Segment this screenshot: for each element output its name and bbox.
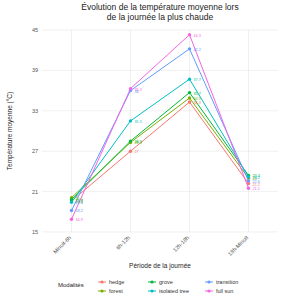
legend-key-point: [100, 289, 103, 292]
legend-label: isolated tree: [159, 288, 189, 294]
data-label: 18.2: [76, 209, 83, 213]
y-tick-label: 15: [32, 229, 38, 235]
plot-area: [70, 33, 250, 221]
x-tick-label: 12h-18h: [172, 234, 191, 253]
point: [247, 179, 250, 182]
x-tick-label: 18h-Minuit: [227, 234, 250, 257]
y-tick-label: 27: [32, 148, 38, 154]
series-line: [72, 35, 249, 220]
y-tick-label: 39: [32, 67, 38, 73]
point: [188, 96, 191, 99]
legend-label: forest: [109, 288, 123, 294]
x-axis-title: Période de la journée: [129, 262, 191, 270]
legend-label: grove: [159, 279, 173, 285]
y-tick-label: 33: [32, 108, 38, 114]
legend-label: full sun: [216, 288, 233, 294]
chart: Évolution de la température moyenne lors…: [0, 0, 290, 300]
legend-key-point: [100, 280, 103, 283]
series-line: [72, 98, 249, 198]
point: [188, 91, 191, 94]
data-label: 27: [135, 150, 139, 154]
grid-line-y: [42, 151, 278, 152]
legend-key-point: [207, 280, 210, 283]
data-label: 31.5: [135, 120, 142, 124]
data-label: 42.2: [194, 48, 201, 52]
grid-line-y: [42, 30, 278, 31]
point: [70, 201, 73, 204]
data-label: 35.7: [194, 92, 201, 96]
point: [188, 77, 191, 80]
data-label: 34.9: [194, 97, 201, 101]
point: [188, 33, 191, 36]
grid-line-x: [248, 30, 249, 232]
point: [188, 47, 191, 50]
series-line: [72, 79, 249, 202]
x-tick-label: 6h-12h: [115, 234, 131, 250]
point: [70, 209, 73, 212]
data-label: 19.4: [76, 201, 83, 205]
y-axis-title: Température moyenne (°C): [6, 92, 14, 170]
data-label: 16.9: [76, 218, 83, 222]
point: [129, 87, 132, 90]
point: [70, 218, 73, 221]
legend-key-point: [150, 289, 153, 292]
point: [188, 100, 191, 103]
title-line: de la journée la plus chaude: [107, 12, 214, 22]
series-line: [72, 93, 249, 200]
data-label: 36.3: [135, 88, 142, 92]
data-label: 28.5: [135, 140, 142, 144]
point: [129, 119, 132, 122]
data-label: 37.7: [194, 78, 201, 82]
point: [129, 139, 132, 142]
point: [247, 187, 250, 190]
grid-line-y: [42, 232, 278, 233]
data-labels: 19.62734.322.220.128.334.92319.828.535.7…: [76, 34, 260, 222]
legend-label: hedge: [109, 279, 124, 285]
y-tick-label: 45: [32, 27, 38, 33]
point: [129, 150, 132, 153]
grid-line-x: [189, 30, 190, 232]
grid-line-y: [42, 110, 278, 111]
data-label: 44.3: [194, 34, 201, 38]
grid-line-x: [130, 30, 131, 232]
legend-label: transition: [216, 279, 238, 285]
data-label: 34.3: [194, 101, 201, 105]
title: Évolution de la température moyenne lors…: [81, 2, 238, 22]
legend-key-point: [207, 289, 210, 292]
y-tick-label: 21: [32, 189, 38, 195]
legend-key-point: [150, 280, 153, 283]
title-line: Évolution de la température moyenne lors: [81, 2, 238, 12]
x-tick-label: Minuit-6h: [52, 234, 72, 254]
data-label: 22.6: [253, 180, 260, 184]
series-line: [72, 49, 249, 211]
data-label: 21.5: [253, 187, 260, 191]
legend-title: Modalités: [58, 282, 84, 288]
